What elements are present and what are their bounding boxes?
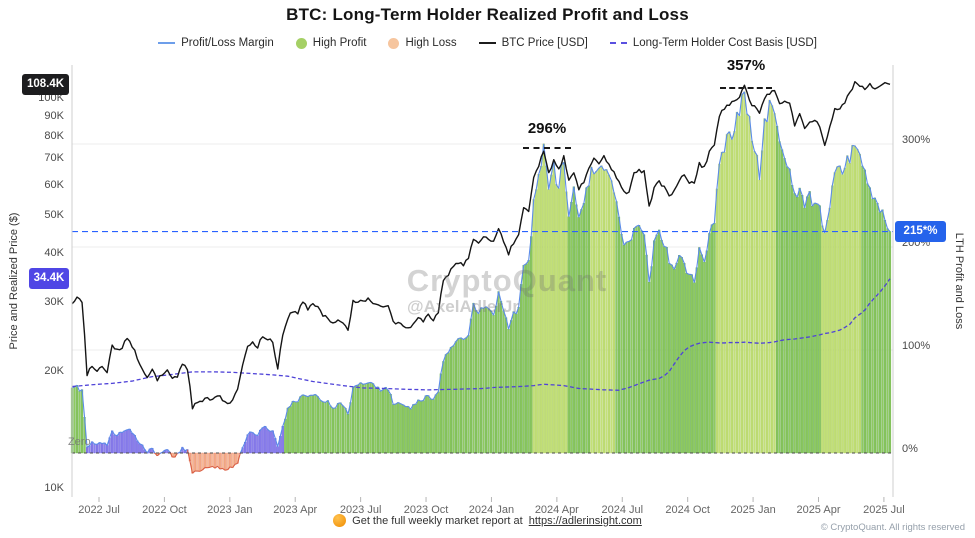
- legend-label: BTC Price [USD]: [501, 37, 588, 49]
- x-axis-tick-label: 2022 Oct: [142, 504, 187, 516]
- legend-label: High Profit: [312, 37, 367, 49]
- left-axis-tick-label: 30K: [44, 295, 64, 308]
- footer-link[interactable]: https://adlerinsight.com: [528, 514, 642, 527]
- right-axis-tick-label: 0%: [902, 443, 918, 455]
- margin-value-badge: 215*%: [895, 221, 946, 243]
- x-axis-tick-label: 2023 Oct: [403, 504, 449, 516]
- profit-loss-margin-bars: [70, 91, 892, 474]
- legend-item-profit-loss-margin[interactable]: Profit/Loss Margin: [158, 37, 274, 49]
- left-axis-tick-label: 60K: [44, 178, 64, 191]
- btc-price-line-icon: [478, 42, 496, 44]
- lth-cost-basis-line: [71, 278, 891, 391]
- left-axis-tick-label: 50K: [44, 209, 64, 222]
- cost-basis-value-badge: 34.4K: [29, 268, 69, 290]
- profit-loss-margin-line-icon: [158, 42, 176, 44]
- orange-dot-icon: [333, 514, 347, 527]
- margin-line-negative: [154, 449, 241, 474]
- legend-item-btc-price[interactable]: BTC Price [USD]: [478, 37, 588, 49]
- right-axis-tick-label: 100%: [902, 340, 931, 352]
- peak-annotation-296-dash: [523, 147, 571, 149]
- x-axis-tick-label: 2024 Jul: [601, 504, 644, 516]
- margin-line-positive: [71, 91, 891, 455]
- x-axis-tick-label: 2022 Jul: [78, 504, 120, 516]
- btc-price-value-badge: 108.4K: [22, 73, 69, 95]
- left-axis-tick-label: 80K: [44, 129, 64, 142]
- btc-price-line: [71, 80, 891, 410]
- peak-annotation-357-dash: [720, 87, 772, 89]
- x-axis-tick-label: 2025 Jan: [730, 504, 776, 516]
- left-axis-tick-label: 70K: [44, 152, 64, 165]
- cost-basis-dashed-line-icon: [609, 42, 627, 44]
- author-watermark: @AxelAdlerJr: [406, 297, 520, 316]
- zero-line-label: Zero: [68, 436, 91, 448]
- legend-label: Profit/Loss Margin: [181, 37, 274, 49]
- legend-item-high-loss[interactable]: High Loss: [388, 37, 457, 49]
- x-axis-tick-label: 2024 Jan: [468, 504, 515, 516]
- x-axis-tick-label: 2024 Oct: [665, 504, 710, 516]
- left-axis-tick-label: 40K: [44, 247, 64, 260]
- high-loss-dot-icon: [388, 37, 400, 49]
- left-axis-tick-label: 90K: [44, 109, 64, 122]
- legend-item-high-profit[interactable]: High Profit: [295, 37, 367, 49]
- footer-report-note: Get the full weekly market report at htt…: [0, 514, 975, 527]
- footer-text: Get the full weekly market report at: [352, 514, 523, 527]
- peak-annotation-357: 357%: [726, 57, 766, 74]
- x-axis-tick-label: 2023 Apr: [273, 504, 318, 516]
- x-axis-tick-label: 2025 Jul: [863, 504, 905, 516]
- x-axis-tick-label: 2025 Apr: [796, 504, 841, 516]
- left-axis-tick-label: 100K: [38, 92, 64, 104]
- right-axis-tick-label: 300%: [902, 134, 931, 146]
- x-axis-tick-label: 2023 Jan: [207, 504, 253, 516]
- legend-label: High Loss: [405, 37, 457, 49]
- left-axis-tick-label: 10K: [44, 482, 64, 494]
- legend-label: Long-Term Holder Cost Basis [USD]: [632, 37, 817, 49]
- high-profit-dot-icon: [295, 37, 307, 49]
- copyright-note: © CryptoQuant. All rights reserved: [820, 522, 965, 533]
- peak-annotation-296: 296%: [527, 120, 567, 137]
- left-axis-tick-label: 20K: [44, 364, 64, 377]
- legend: Profit/Loss Margin High Profit High Loss…: [0, 37, 975, 49]
- x-axis-tick-label: 2024 Apr: [534, 504, 579, 516]
- legend-item-lth-cost-basis[interactable]: Long-Term Holder Cost Basis [USD]: [609, 37, 817, 49]
- chart-title: BTC: Long-Term Holder Realized Profit an…: [286, 5, 689, 24]
- x-axis-tick-label: 2023 Jul: [339, 504, 382, 516]
- cryptoquant-watermark: CryptoQuant: [406, 263, 608, 298]
- right-axis-title: LTH Profit and Loss: [953, 232, 965, 330]
- left-axis-title: Price and Realized Price ($): [8, 212, 20, 350]
